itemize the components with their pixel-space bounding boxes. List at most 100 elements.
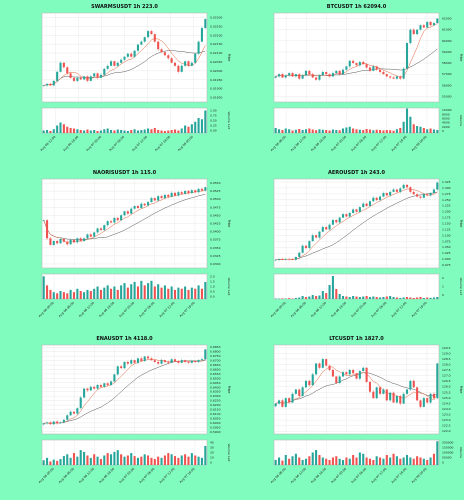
- candle-body: [157, 41, 160, 50]
- volume-bar: [147, 283, 150, 299]
- candle-body: [69, 411, 72, 416]
- candle-body: [163, 360, 166, 362]
- volume-bar: [345, 457, 348, 465]
- candle-body: [200, 188, 203, 191]
- candle-body: [389, 76, 392, 78]
- volume-bar: [385, 130, 388, 133]
- price-tick-label: 0.02100: [210, 51, 222, 55]
- volume-bar: [379, 130, 382, 133]
- candle-body: [281, 400, 284, 407]
- chart-title: AEROUSDT 1h 243.0: [328, 170, 385, 176]
- candle-body: [405, 389, 409, 394]
- x-tick-label: Aug 08 00:00: [410, 467, 427, 484]
- price-tick-label: 1.250: [442, 198, 451, 202]
- chart-svg: BTCUSDT 1h 62094.0 Aug 06 06:00 Aug 06 12:…: [270, 4, 463, 152]
- volume-bar: [341, 128, 345, 133]
- candle-body: [321, 71, 324, 76]
- candle-body: [365, 64, 368, 68]
- candle-body: [436, 182, 439, 190]
- volume-bar: [62, 124, 65, 133]
- volume-bar: [147, 128, 150, 133]
- candle-body: [389, 191, 392, 196]
- volume-bar: [416, 126, 419, 133]
- candle-body: [49, 83, 52, 86]
- candle-body: [163, 194, 166, 199]
- candle-body: [103, 225, 106, 231]
- volume-bar: [274, 460, 277, 465]
- price-axis-label: Price: [459, 54, 463, 62]
- volume-bar: [170, 286, 173, 299]
- volume-bar: [328, 285, 331, 299]
- x-tick-label: Aug 07 18:00: [390, 135, 407, 152]
- candle-body: [399, 188, 402, 192]
- volume-bar: [389, 457, 392, 465]
- volume-tick-label: 20: [210, 451, 214, 455]
- price-tick-label: 0.01900: [210, 87, 222, 91]
- price-tick-label: 1.225: [442, 204, 451, 208]
- candle-body: [409, 380, 412, 390]
- volume-bar: [355, 296, 358, 299]
- candle-body: [42, 85, 45, 87]
- price-tick-label: 129.0: [442, 351, 451, 355]
- volume-bar: [49, 289, 52, 299]
- price-tick-label: 0.6150: [210, 408, 221, 412]
- price-tick-label: 1.275: [442, 192, 451, 196]
- volume-bar: [173, 289, 177, 299]
- volume-bar: [325, 458, 328, 465]
- candle-body: [197, 360, 200, 362]
- volume-bar: [341, 296, 345, 299]
- candle-body: [308, 241, 311, 249]
- chart-title: SWARMSUSDT 1h 223.0: [91, 4, 158, 10]
- candle-body: [399, 396, 402, 404]
- volume-bar: [86, 129, 89, 133]
- candle-body: [318, 75, 321, 80]
- candle-body: [422, 25, 425, 28]
- candle-body: [89, 386, 92, 391]
- volume-bar: [375, 297, 378, 299]
- volume-bar: [56, 125, 59, 133]
- volume-bar: [200, 457, 203, 465]
- candle-body: [426, 21, 429, 28]
- volume-bar: [197, 285, 200, 299]
- x-tick-label: Aug 07 18:00: [178, 467, 195, 484]
- volume-bar: [392, 297, 395, 299]
- candle-body: [331, 219, 334, 225]
- volume-bar: [116, 129, 119, 133]
- price-tick-label: 0.02200: [210, 33, 222, 37]
- candle-body: [274, 76, 277, 78]
- volume-bar: [180, 128, 183, 133]
- volume-bar: [86, 289, 89, 299]
- price-tick-label: 0.6700: [210, 359, 221, 363]
- price-tick-label: 123.0: [442, 418, 451, 422]
- candle-body: [143, 203, 146, 206]
- candle-body: [103, 68, 106, 75]
- volume-bar: [157, 284, 160, 299]
- price-axis-label: Price: [459, 220, 463, 228]
- volume-bar: [177, 287, 180, 299]
- volume-bar: [315, 130, 318, 133]
- chart-panel-swarms: SWARMSUSDT 1h 223.0 Aug 06 12:00 Aug 06 18…: [0, 0, 232, 166]
- candle-body: [79, 77, 82, 80]
- x-tick-label: Aug 06 06:00: [58, 467, 75, 484]
- volume-bar: [294, 298, 297, 299]
- volume-bar: [197, 118, 200, 133]
- volume-bar: [412, 124, 415, 133]
- volume-bar: [365, 457, 368, 465]
- volume-bar: [173, 129, 177, 133]
- candle-body: [358, 61, 361, 66]
- volume-bar: [284, 455, 287, 465]
- candle-body: [352, 369, 355, 374]
- price-tick-label: 128.5: [442, 357, 451, 361]
- volume-bar: [46, 285, 49, 299]
- candle-body: [46, 220, 49, 239]
- volume-bar: [355, 457, 358, 465]
- candle-body: [291, 73, 294, 77]
- candle-body: [194, 190, 197, 193]
- candle-body: [49, 238, 52, 245]
- candle-body: [200, 28, 203, 42]
- volume-bar: [288, 458, 291, 465]
- volume-tick-label: 0.50: [210, 119, 217, 123]
- candle-body: [52, 80, 55, 86]
- volume-bar: [160, 287, 163, 299]
- candle-body: [160, 196, 163, 199]
